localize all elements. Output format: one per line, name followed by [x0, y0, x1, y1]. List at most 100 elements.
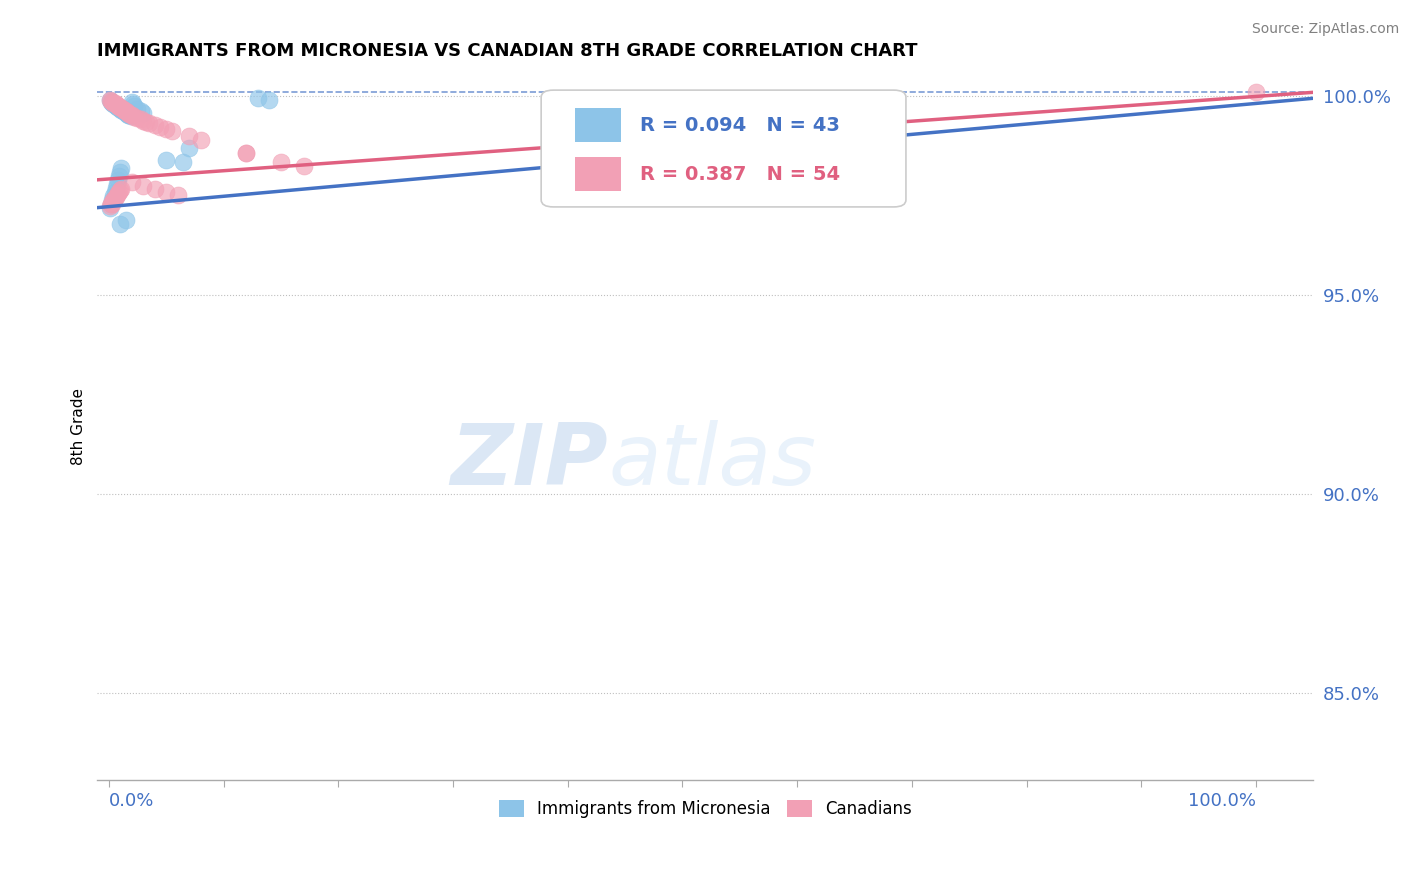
Point — [110, 102, 132, 116]
Point — [132, 106, 155, 120]
Point — [110, 101, 132, 115]
Point — [114, 105, 136, 120]
FancyBboxPatch shape — [575, 157, 621, 191]
Point — [103, 191, 125, 205]
Point — [127, 111, 149, 125]
Point — [103, 188, 125, 202]
Point — [235, 145, 257, 160]
Point — [100, 197, 122, 211]
Point — [98, 199, 121, 213]
Point — [108, 100, 131, 114]
Point — [105, 98, 128, 112]
Text: ZIP: ZIP — [450, 420, 607, 503]
Point — [179, 129, 201, 144]
Point — [104, 180, 127, 194]
Point — [101, 194, 124, 209]
Point — [115, 105, 138, 120]
Point — [121, 95, 143, 110]
Point — [120, 109, 142, 123]
FancyBboxPatch shape — [541, 90, 905, 207]
Text: 100.0%: 100.0% — [1188, 792, 1256, 810]
Text: R = 0.094   N = 43: R = 0.094 N = 43 — [640, 116, 839, 135]
Point — [1244, 85, 1267, 99]
Point — [132, 113, 155, 128]
Point — [121, 108, 143, 122]
Point — [129, 112, 152, 127]
Point — [115, 104, 138, 119]
Point — [104, 97, 127, 112]
Text: R = 0.387   N = 54: R = 0.387 N = 54 — [640, 165, 839, 184]
FancyBboxPatch shape — [575, 109, 621, 143]
Point — [160, 124, 183, 138]
Text: atlas: atlas — [607, 420, 815, 503]
Point — [114, 103, 136, 118]
Point — [110, 161, 132, 175]
Point — [104, 189, 127, 203]
Point — [107, 100, 129, 114]
Point — [103, 97, 125, 112]
Point — [115, 106, 138, 120]
Point — [235, 145, 257, 160]
Point — [103, 193, 125, 207]
Point — [118, 107, 141, 121]
Point — [121, 175, 143, 189]
Legend: Immigrants from Micronesia, Canadians: Immigrants from Micronesia, Canadians — [492, 794, 918, 825]
Point — [149, 120, 172, 134]
Point — [118, 108, 141, 122]
Text: Source: ZipAtlas.com: Source: ZipAtlas.com — [1251, 22, 1399, 37]
Point — [246, 91, 269, 105]
Point — [98, 93, 121, 107]
Point — [190, 133, 212, 147]
Point — [107, 173, 129, 187]
Point — [259, 93, 281, 107]
Point — [166, 188, 188, 202]
Point — [100, 196, 122, 211]
Point — [122, 97, 145, 112]
Point — [138, 116, 160, 130]
Point — [107, 186, 129, 201]
Point — [155, 122, 177, 136]
Point — [143, 181, 166, 195]
Point — [122, 110, 145, 124]
Point — [108, 101, 131, 115]
Point — [172, 155, 194, 169]
Point — [103, 98, 125, 112]
Point — [112, 103, 135, 117]
Point — [101, 96, 124, 111]
Point — [100, 95, 122, 110]
Point — [110, 103, 132, 117]
Point — [101, 95, 124, 109]
Point — [155, 185, 177, 199]
Point — [112, 104, 135, 119]
Point — [108, 185, 131, 199]
Point — [132, 178, 155, 193]
Point — [100, 94, 122, 108]
Point — [107, 99, 129, 113]
Point — [108, 169, 131, 183]
Point — [98, 201, 121, 215]
Point — [115, 107, 138, 121]
Point — [117, 107, 139, 121]
Point — [155, 153, 177, 167]
Point — [101, 196, 124, 211]
Text: 0.0%: 0.0% — [108, 792, 155, 810]
Point — [103, 96, 125, 111]
Point — [143, 118, 166, 132]
Point — [98, 93, 121, 107]
Point — [270, 154, 292, 169]
Point — [104, 99, 127, 113]
Point — [115, 212, 138, 227]
Point — [135, 114, 157, 128]
Point — [122, 99, 145, 113]
Point — [110, 181, 132, 195]
Point — [110, 100, 132, 114]
Point — [111, 103, 134, 118]
Point — [110, 165, 132, 179]
Y-axis label: 8th Grade: 8th Grade — [72, 388, 86, 465]
Point — [103, 95, 125, 110]
Point — [110, 183, 132, 197]
Point — [292, 159, 315, 173]
Point — [179, 141, 201, 155]
Point — [111, 102, 134, 116]
Point — [120, 107, 142, 121]
